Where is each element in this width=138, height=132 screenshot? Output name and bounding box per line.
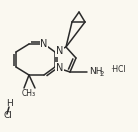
Text: N: N	[56, 46, 63, 56]
Text: H: H	[6, 100, 13, 109]
Text: CH₃: CH₃	[22, 89, 36, 98]
Text: 2: 2	[100, 71, 104, 77]
Text: ·HCl: ·HCl	[110, 65, 126, 74]
Text: N: N	[56, 63, 63, 73]
Text: NH: NH	[89, 67, 103, 77]
Text: Cl: Cl	[4, 112, 13, 121]
Text: N: N	[40, 39, 48, 49]
